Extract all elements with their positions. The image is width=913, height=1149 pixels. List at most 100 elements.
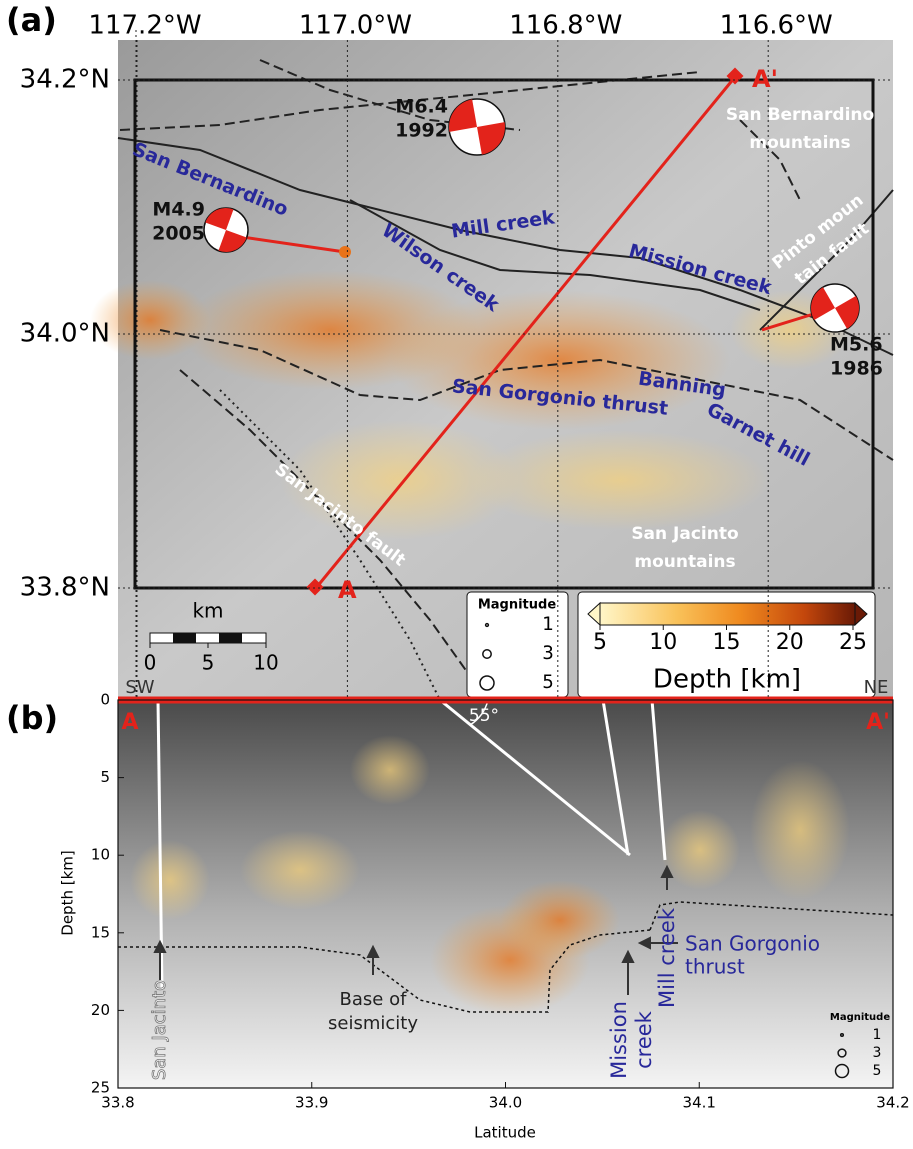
- place-label: San Bernardino: [726, 105, 874, 125]
- panel-b: [117, 696, 894, 1089]
- focal-mechanism: [218, 230, 247, 252]
- scale-tick-label: 10: [253, 651, 278, 675]
- fault-trace: [601, 699, 630, 856]
- annotation: Base of: [340, 989, 408, 1010]
- y-tick-label: 5: [100, 768, 110, 786]
- annotation: Mill creek: [655, 907, 679, 1008]
- legend-label: 1: [873, 1027, 882, 1043]
- scale-tick-label: 5: [202, 651, 215, 675]
- y-tick-label: 0: [100, 691, 110, 709]
- y-tick-label: 15: [91, 923, 110, 941]
- annotation: Mission: [607, 1001, 631, 1079]
- profile-marker: [306, 578, 324, 596]
- panel-label: (a): [6, 1, 57, 39]
- legend-title: Magnitude: [830, 1012, 890, 1023]
- profile-line: [314, 76, 737, 589]
- y-tick-label: 25: [91, 1079, 110, 1097]
- direction-label: NE: [864, 677, 889, 698]
- focal-mechanism: [835, 296, 859, 329]
- profile-end: A: [121, 710, 138, 735]
- panel-label: (b): [6, 699, 58, 737]
- event-magnitude: M6.4: [395, 96, 448, 118]
- section-clouds: [130, 735, 850, 1015]
- colorbar-tick-label: 25: [839, 630, 867, 655]
- lon-tick-label: 116.6°W: [720, 11, 833, 41]
- x-tick-label: 33.8: [101, 1094, 134, 1112]
- fault-trace: [650, 699, 667, 861]
- legend-label: 5: [873, 1063, 882, 1079]
- lon-tick-label: 116.8°W: [509, 11, 622, 41]
- x-tick-label: 33.9: [295, 1094, 328, 1112]
- legend-title: Magnitude: [478, 598, 557, 613]
- y-tick-label: 20: [91, 1001, 110, 1019]
- seismicity-clouds: [90, 270, 850, 540]
- legend-symbol: [834, 1063, 850, 1079]
- focal-mechanism: [449, 99, 477, 132]
- annotation: thrust: [685, 955, 745, 979]
- faults: [117, 59, 894, 701]
- lat-tick-label: 34.2°N: [20, 65, 110, 95]
- colorbar-tick-label: 10: [649, 630, 677, 655]
- panel-a: [90, 30, 894, 701]
- event-year: 2005: [152, 223, 205, 245]
- event-year: 1986: [830, 358, 883, 380]
- place-label: mountains: [749, 133, 850, 153]
- legend-label: 5: [542, 672, 554, 693]
- x-tick-label: 34.0: [489, 1094, 522, 1112]
- direction-label: SW: [125, 677, 154, 698]
- x-axis-label: Latitude: [474, 1124, 536, 1142]
- colorbar-extend: [854, 601, 868, 627]
- base-of-seismicity: [118, 929, 651, 1013]
- arrows: [153, 864, 678, 995]
- lon-tick-label: 117.2°W: [88, 11, 201, 41]
- lat-tick-label: 33.8°N: [20, 573, 110, 603]
- legend-symbol: [482, 649, 492, 659]
- legend-label: 1: [542, 614, 554, 635]
- event-magnitude: M5.6: [830, 334, 883, 356]
- scale-bar: [149, 632, 267, 644]
- event-link: [761, 310, 821, 332]
- legend-symbol: [484, 622, 490, 628]
- legend-label: 3: [873, 1045, 882, 1061]
- colorbar-extend: [587, 601, 601, 627]
- fault-trace: [156, 699, 164, 991]
- x-tick-label: 34.1: [683, 1094, 716, 1112]
- colorbar: [599, 602, 856, 626]
- event-year: 1992: [395, 120, 448, 142]
- colorbar-tick-label: 20: [776, 630, 804, 655]
- lon-tick-label: 117.0°W: [299, 11, 412, 41]
- scale-tick-label: 0: [144, 651, 157, 675]
- legend-symbol: [479, 675, 495, 691]
- y-tick-label: 10: [91, 846, 110, 864]
- y-axis-label: Depth [km]: [59, 850, 77, 935]
- scale-unit: km: [192, 599, 223, 623]
- colorbar-label: Depth [km]: [653, 665, 801, 695]
- angle-label: 55°: [469, 706, 499, 726]
- focal-mechanism: [205, 208, 234, 230]
- place-label: mountains: [634, 552, 735, 572]
- epicenter: [339, 246, 351, 258]
- colorbar-tick-label: 5: [593, 630, 607, 655]
- focal-mechanism: [811, 287, 835, 320]
- annotation: seismicity: [328, 1013, 418, 1034]
- lat-tick-label: 34.0°N: [20, 319, 110, 349]
- legend-symbol: [837, 1048, 847, 1058]
- scale-bar: [173, 633, 196, 643]
- profile-end: A': [752, 65, 778, 93]
- profile-end: A': [866, 710, 890, 735]
- place-label: San Jacinto: [631, 524, 738, 544]
- fault-trace: [439, 698, 631, 857]
- section-background: [118, 700, 893, 1088]
- boundary: [649, 901, 894, 931]
- colorbar-tick-label: 15: [713, 630, 741, 655]
- profile-end: A: [338, 576, 357, 604]
- legend-label: 3: [542, 643, 554, 664]
- annotation: San Jacinto: [149, 980, 170, 1080]
- focal-mechanism: [477, 122, 505, 155]
- x-tick-label: 34.2: [876, 1094, 909, 1112]
- event-magnitude: M4.9: [152, 199, 205, 221]
- legend-symbol: [839, 1032, 845, 1038]
- annotation: creek: [632, 1010, 656, 1069]
- scale-bar: [219, 633, 242, 643]
